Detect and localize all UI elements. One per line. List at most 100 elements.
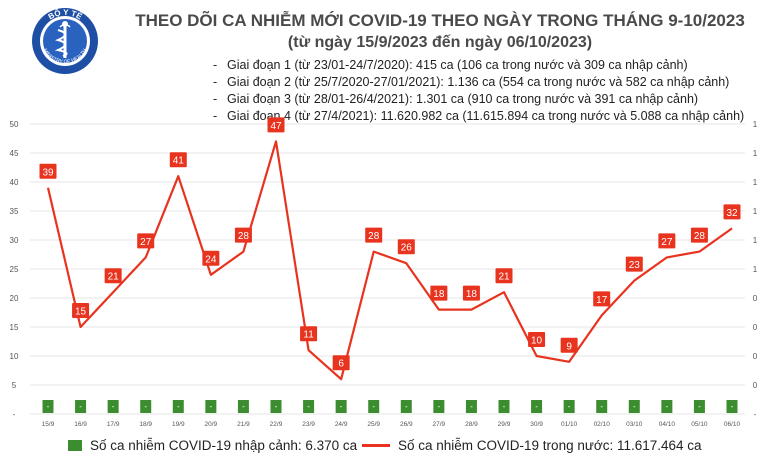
y-tick-label-left: 15 <box>10 323 19 332</box>
x-tick-label: 20/9 <box>205 421 218 428</box>
x-tick-label: 06/10 <box>724 421 741 428</box>
phase-text: Giai đoạn 2 (từ 25/7/2020-27/01/2021): 1… <box>227 75 730 89</box>
data-label-box <box>625 256 643 272</box>
x-tick-label: 23/9 <box>302 421 315 428</box>
imported-bar-label: - <box>405 402 408 411</box>
phase-item: - Giai đoạn 1 (từ 23/01-24/7/2020): 415 c… <box>213 58 688 72</box>
phase-text: Giai đoạn 1 (từ 23/01-24/7/2020): 415 ca… <box>227 58 688 72</box>
phase-text: Giai đoạn 4 (từ 27/4/2021): 11.620.982 c… <box>227 109 745 123</box>
data-label-box <box>104 268 122 284</box>
data-label: 41 <box>173 156 185 167</box>
y-tick-label-right: 1 <box>753 120 758 129</box>
x-tick-label: 05/10 <box>691 421 708 428</box>
phase-item: - Giai đoạn 2 (từ 25/7/2020-27/01/2021): … <box>213 75 730 89</box>
x-tick-label: 15/9 <box>42 421 55 428</box>
imported-bar-label: - <box>633 402 636 411</box>
x-tick-label: 28/9 <box>465 421 478 428</box>
data-label: 28 <box>368 231 380 242</box>
data-label: 15 <box>75 307 87 318</box>
x-tick-label: 18/9 <box>139 421 152 428</box>
imported-bar <box>433 400 445 413</box>
data-label-box <box>267 117 285 133</box>
y-tick-label-right: - <box>754 410 757 419</box>
imported-bar <box>596 400 608 413</box>
y-tick-label-right: 0 <box>753 352 758 361</box>
y-tick-label-right: 1 <box>753 149 758 158</box>
y-tick-label-left: 30 <box>10 236 19 245</box>
x-tick-label: 27/9 <box>433 421 446 428</box>
y-tick-label-right: 1 <box>753 265 758 274</box>
imported-bar <box>726 400 738 413</box>
y-tick-label-right: 1 <box>753 236 758 245</box>
imported-bar-label: - <box>438 402 441 411</box>
legend-imported: Số ca nhiễm COVID-19 nhập cảnh: 6.370 ca <box>68 435 357 455</box>
domestic-cases-line <box>46 140 733 381</box>
x-tick-label: 29/9 <box>498 421 511 428</box>
data-label-box <box>495 268 513 284</box>
y-tick-label-left: 45 <box>10 149 19 158</box>
data-label: 47 <box>270 121 282 132</box>
legend-line-swatch <box>362 443 390 447</box>
y-tick-label-right: 0 <box>753 323 758 332</box>
data-label: 39 <box>42 167 54 178</box>
data-label: 28 <box>694 231 706 242</box>
x-tick-label: 02/10 <box>594 421 611 428</box>
x-tick-label: 26/9 <box>400 421 413 428</box>
imported-bar <box>303 400 315 413</box>
data-label-box <box>690 227 708 243</box>
data-label-box <box>528 332 546 347</box>
imported-bar-label: - <box>79 402 82 411</box>
phase-item: - Giai đoạn 3 (từ 28/01-26/4/2021): 1.301… <box>213 92 699 106</box>
x-tick-label: 30/9 <box>530 421 543 428</box>
imported-bar <box>237 400 249 413</box>
data-label: 32 <box>726 208 738 219</box>
imported-bar-label: - <box>275 402 278 411</box>
logo-text: BỘ Y TẾ <box>47 8 85 22</box>
data-label: 21 <box>108 272 120 283</box>
data-label-box <box>39 163 57 179</box>
y-tick-label-left: 35 <box>10 207 19 216</box>
data-label: 11 <box>303 330 314 341</box>
imported-bar-label: - <box>698 402 701 411</box>
data-label-box <box>234 227 252 243</box>
imported-bar <box>400 400 412 413</box>
data-label-box <box>462 285 480 301</box>
imported-bar <box>42 400 54 413</box>
imported-bar <box>368 400 380 413</box>
data-label: 27 <box>140 237 152 248</box>
imported-bar-label: - <box>470 402 473 411</box>
data-label-box <box>658 233 676 249</box>
legend-imported-label: Số ca nhiễm COVID-19 nhập cảnh: 6.370 ca <box>90 437 358 453</box>
data-label: 17 <box>596 295 608 306</box>
imported-bar-label: - <box>47 402 50 411</box>
phase-text: Giai đoạn 3 (từ 28/01-26/4/2021): 1.301 … <box>227 92 699 106</box>
data-label-box <box>365 227 383 243</box>
y-tick-label-left: 25 <box>10 265 19 274</box>
imported-bar-label: - <box>731 402 734 411</box>
legend-domestic: Số ca nhiễm COVID-19 trong nước: 11.617.… <box>362 435 702 455</box>
imported-bar <box>563 400 575 413</box>
data-label-box <box>593 291 611 307</box>
data-label-box <box>430 285 448 301</box>
imported-bar-label: - <box>568 402 571 411</box>
data-label: 23 <box>629 260 641 271</box>
imported-bar-label: - <box>210 402 213 411</box>
imported-bar-label: - <box>340 402 343 411</box>
x-tick-label: 22/9 <box>270 421 283 428</box>
y-tick-label-left: 20 <box>10 294 19 303</box>
y-tick-label-right: 0 <box>753 294 758 303</box>
imported-bar <box>335 400 347 413</box>
x-tick-label: 16/9 <box>74 421 87 428</box>
y-tick-label-left: 5 <box>12 381 17 390</box>
data-label: 24 <box>205 254 217 265</box>
chart-subtitle: (từ ngày 15/9/2023 đến ngày 06/10/2023) <box>287 34 593 51</box>
y-tick-label-left: - <box>13 410 16 419</box>
legend-bar-swatch <box>68 439 82 451</box>
data-label-box <box>332 355 350 371</box>
y-tick-label-left: 40 <box>10 178 19 187</box>
imported-bar-label: - <box>242 402 245 411</box>
data-label-box <box>169 152 187 168</box>
x-tick-label: 17/9 <box>107 421 120 428</box>
x-tick-label: 25/9 <box>367 421 380 428</box>
